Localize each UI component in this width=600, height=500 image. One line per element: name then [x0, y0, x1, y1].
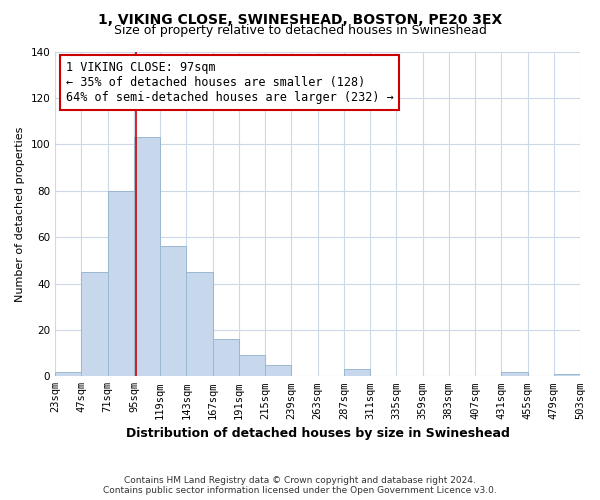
Y-axis label: Number of detached properties: Number of detached properties — [15, 126, 25, 302]
Bar — [239, 356, 265, 376]
Bar — [554, 374, 580, 376]
Bar — [82, 272, 107, 376]
Text: 1, VIKING CLOSE, SWINESHEAD, BOSTON, PE20 3EX: 1, VIKING CLOSE, SWINESHEAD, BOSTON, PE2… — [98, 12, 502, 26]
X-axis label: Distribution of detached houses by size in Swineshead: Distribution of detached houses by size … — [125, 427, 509, 440]
Bar — [160, 246, 187, 376]
Bar — [212, 339, 239, 376]
Bar — [134, 138, 160, 376]
Text: 1 VIKING CLOSE: 97sqm
← 35% of detached houses are smaller (128)
64% of semi-det: 1 VIKING CLOSE: 97sqm ← 35% of detached … — [65, 61, 394, 104]
Bar — [107, 190, 134, 376]
Bar — [265, 364, 292, 376]
Bar — [55, 372, 82, 376]
Bar — [187, 272, 212, 376]
Text: Size of property relative to detached houses in Swineshead: Size of property relative to detached ho… — [113, 24, 487, 37]
Bar — [501, 372, 527, 376]
Text: Contains HM Land Registry data © Crown copyright and database right 2024.
Contai: Contains HM Land Registry data © Crown c… — [103, 476, 497, 495]
Bar — [344, 370, 370, 376]
